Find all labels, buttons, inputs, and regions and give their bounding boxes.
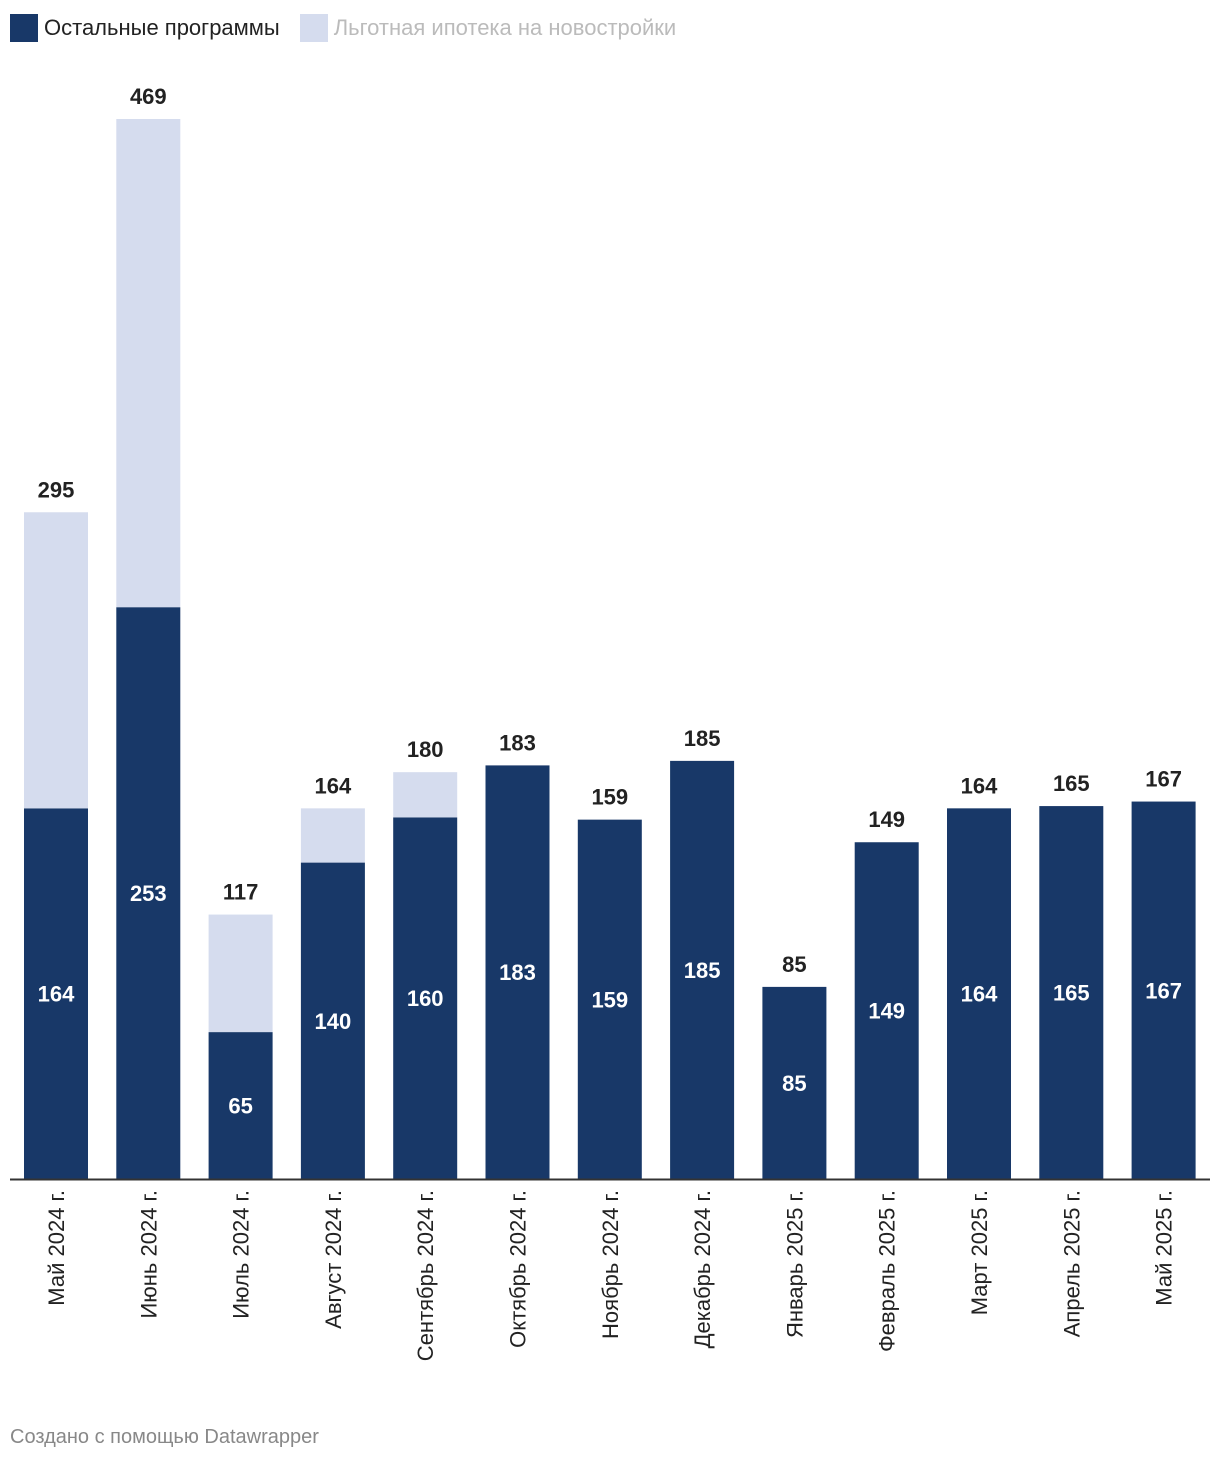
x-tick-label: Октябрь 2024 г.: [506, 1190, 531, 1348]
data-label-inner: 164: [38, 982, 75, 1007]
bar-preferential-mortgage: [24, 512, 88, 809]
bar-other-programs: [854, 842, 919, 1179]
data-label-inner: 65: [228, 1094, 252, 1119]
bar-other-programs: [116, 607, 181, 1179]
x-tick-label: Ноябрь 2024 г.: [598, 1190, 623, 1339]
bar-other-programs: [1131, 801, 1196, 1179]
x-tick-label: Март 2025 г.: [967, 1190, 992, 1315]
bar-preferential-mortgage: [208, 914, 273, 1033]
bar-other-programs: [1039, 806, 1104, 1179]
x-tick-label: Июль 2024 г.: [229, 1190, 254, 1319]
data-label-inner: 160: [407, 986, 444, 1011]
data-label-inner: 140: [315, 1009, 352, 1034]
legend-label-preferential-mortgage: Льготная ипотека на новостройки: [333, 15, 677, 40]
credit-footer: Создано с помощью Datawrapper: [10, 1426, 319, 1448]
data-label-total: 295: [38, 477, 75, 502]
bar-other-programs: [300, 862, 365, 1179]
data-label-total: 180: [407, 737, 444, 762]
bar-other-programs: [393, 817, 458, 1179]
data-label-inner: 85: [782, 1071, 806, 1096]
data-label-inner: 253: [130, 881, 167, 906]
data-label-inner: 149: [868, 999, 905, 1024]
data-label-inner: 185: [684, 958, 721, 983]
legend-item-preferential-mortgage: Льготная ипотека на новостройки: [299, 14, 677, 42]
bar-preferential-mortgage: [300, 808, 365, 863]
bar-other-programs: [577, 819, 642, 1179]
x-tick-label: Июнь 2024 г.: [136, 1190, 161, 1319]
data-label-inner: 164: [961, 982, 998, 1007]
legend-swatch-other-programs: [10, 14, 38, 42]
bar-preferential-mortgage: [393, 772, 458, 818]
x-tick-label: Май 2025 г.: [1152, 1190, 1177, 1306]
data-label-total: 164: [961, 773, 998, 798]
data-label-total: 185: [684, 726, 721, 751]
bar-other-programs: [208, 1032, 273, 1179]
data-label-total: 469: [130, 84, 167, 109]
legend-label-other-programs: Остальные программы: [44, 15, 280, 40]
data-label-inner: 159: [591, 987, 628, 1012]
bar-chart: 164 295 Май 2024 г. 253 469 Июнь 2024 г. 65 117…: [10, 84, 1210, 1361]
bar-other-programs: [485, 765, 550, 1179]
x-tick-label: Август 2024 г.: [321, 1190, 346, 1329]
bar-other-programs: [24, 808, 88, 1179]
legend-item-other-programs: Остальные программы: [10, 14, 280, 42]
x-tick-label: Сентябрь 2024 г.: [413, 1190, 438, 1361]
legend: Остальные программы Льготная ипотека на …: [10, 14, 696, 42]
data-label-total: 159: [591, 785, 628, 810]
data-label-inner: 165: [1053, 981, 1090, 1006]
data-label-total: 165: [1053, 771, 1090, 796]
bar-preferential-mortgage: [116, 119, 181, 608]
x-tick-label: Февраль 2025 г.: [875, 1190, 900, 1352]
x-tick-label: Декабрь 2024 г.: [690, 1190, 715, 1348]
bar-other-programs: [762, 986, 827, 1179]
data-label-total: 117: [223, 880, 259, 905]
x-tick-label: Апрель 2025 г.: [1059, 1190, 1084, 1337]
x-tick-label: Январь 2025 г.: [782, 1190, 807, 1338]
bar-other-programs: [670, 760, 735, 1179]
data-label-inner: 183: [499, 960, 536, 985]
data-label-total: 183: [499, 730, 536, 755]
data-label-total: 164: [315, 773, 352, 798]
data-label-total: 167: [1145, 767, 1182, 792]
legend-swatch-preferential-mortgage: [299, 14, 328, 42]
data-label-total: 85: [782, 952, 806, 977]
data-label-total: 149: [868, 807, 905, 832]
bar-other-programs: [947, 808, 1011, 1179]
data-label-inner: 167: [1145, 978, 1182, 1003]
x-tick-label: Май 2024 г.: [44, 1190, 69, 1306]
